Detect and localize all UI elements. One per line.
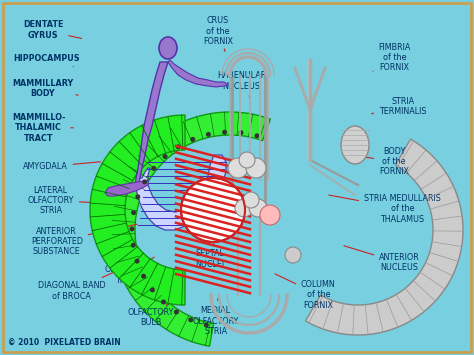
Circle shape (150, 288, 155, 293)
Circle shape (131, 210, 136, 215)
Circle shape (239, 152, 255, 168)
Polygon shape (112, 112, 270, 346)
Circle shape (204, 323, 209, 328)
Text: HIPPOCAMPUS: HIPPOCAMPUS (13, 54, 80, 67)
Circle shape (285, 247, 301, 263)
Text: SEPTAL
NUCLEI: SEPTAL NUCLEI (195, 239, 224, 269)
Circle shape (243, 192, 259, 208)
Circle shape (181, 178, 245, 242)
Circle shape (176, 144, 181, 149)
Circle shape (174, 310, 179, 315)
Text: ANTERIOR
PERFORATED
SUBSTANCE: ANTERIOR PERFORATED SUBSTANCE (31, 224, 137, 256)
Circle shape (135, 194, 140, 199)
Text: CRUS
of the
FORNIX: CRUS of the FORNIX (203, 16, 233, 51)
Circle shape (163, 154, 168, 159)
Text: OLFACTORY
TRACT: OLFACTORY TRACT (104, 257, 154, 285)
Text: STRIA
TERMINALIS: STRIA TERMINALIS (372, 97, 427, 116)
Polygon shape (90, 115, 185, 305)
Text: LATERAL
OLFACTORY
STRIA: LATERAL OLFACTORY STRIA (27, 186, 125, 215)
Circle shape (151, 166, 156, 171)
Circle shape (222, 130, 227, 135)
Circle shape (190, 137, 195, 142)
Polygon shape (136, 155, 226, 230)
Circle shape (246, 158, 266, 178)
Circle shape (235, 199, 253, 217)
Text: DIAGONAL BAND
of BROCA: DIAGONAL BAND of BROCA (38, 264, 133, 301)
Circle shape (238, 130, 244, 135)
Circle shape (255, 133, 259, 138)
Polygon shape (168, 60, 228, 87)
Ellipse shape (159, 37, 177, 59)
Text: AMYGDALA: AMYGDALA (23, 162, 100, 171)
Text: © 2010  PIXELATED BRAIN: © 2010 PIXELATED BRAIN (8, 338, 121, 347)
Text: MEDIAL
OLFACTORY
STRIA: MEDIAL OLFACTORY STRIA (192, 298, 239, 336)
Ellipse shape (341, 126, 369, 164)
Circle shape (142, 179, 147, 185)
Circle shape (131, 243, 136, 248)
Circle shape (141, 274, 146, 279)
Text: MAMMILLO-
THALAMIC
TRACT: MAMMILLO- THALAMIC TRACT (12, 113, 73, 143)
Circle shape (129, 226, 135, 231)
Polygon shape (105, 180, 148, 196)
Text: ANTERIOR
NUCLEUS: ANTERIOR NUCLEUS (344, 246, 420, 272)
Text: DENTATE
GYRUS: DENTATE GYRUS (23, 21, 82, 40)
Circle shape (135, 259, 139, 264)
Text: BODY
of the
FORNIX: BODY of the FORNIX (357, 147, 409, 176)
Text: COLUMN
of the
FORNIX: COLUMN of the FORNIX (275, 274, 336, 310)
Polygon shape (135, 62, 168, 188)
Circle shape (188, 317, 193, 322)
Circle shape (228, 158, 248, 178)
Circle shape (249, 199, 267, 217)
Polygon shape (306, 139, 463, 335)
Text: OLFACTORY
BULB: OLFACTORY BULB (128, 304, 174, 327)
Text: MAMMILLARY
BODY: MAMMILLARY BODY (12, 79, 78, 98)
Circle shape (260, 205, 280, 225)
Circle shape (161, 300, 166, 305)
Text: FIMBRIA
of the
FORNIX: FIMBRIA of the FORNIX (373, 43, 410, 72)
Text: HABENULAR
NUCLEUS: HABENULAR NUCLEUS (217, 71, 266, 98)
Circle shape (206, 132, 211, 137)
Text: STRIA MEDULLARIS
of the
THALAMUS: STRIA MEDULLARIS of the THALAMUS (329, 194, 441, 224)
